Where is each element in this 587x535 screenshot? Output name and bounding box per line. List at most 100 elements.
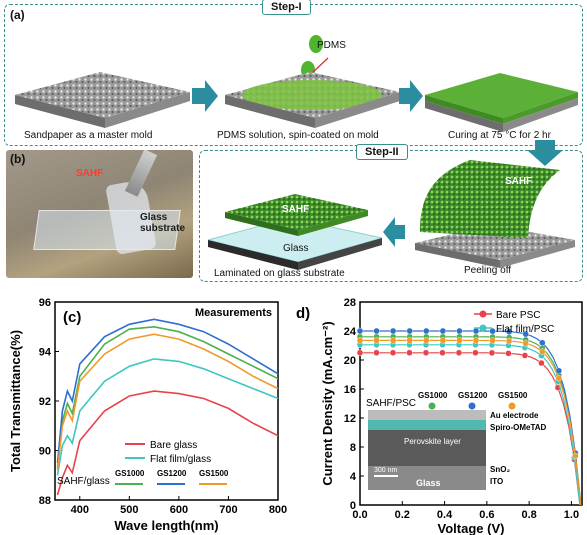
legend-marker	[479, 324, 487, 332]
series-line	[56, 358, 279, 476]
caption-spin: PDMS solution, spin-coated on mold	[217, 130, 379, 141]
series-point	[406, 349, 413, 356]
legend2-prefix: SAHF/glass	[57, 476, 110, 487]
peeling-illustration	[415, 160, 575, 268]
series-point	[356, 337, 364, 344]
series-point	[539, 348, 546, 355]
cured-mold	[425, 73, 578, 132]
series-point	[356, 327, 364, 335]
legend2-label: GS1200	[157, 469, 187, 478]
legend2-label: GS1500	[498, 391, 528, 400]
series-point	[455, 349, 463, 356]
series-point	[406, 327, 413, 335]
panel-b-label: (b)	[10, 152, 26, 166]
x-axis-label: Wave length(nm)	[114, 518, 218, 533]
series-point	[522, 330, 529, 338]
series-point	[389, 349, 397, 356]
arrow-left-icon	[383, 217, 405, 247]
step2-tag: Step-II	[356, 144, 408, 160]
inset-scale-label: 300 nm	[374, 467, 398, 474]
x-tick-label: 700	[219, 504, 237, 516]
series-point	[423, 337, 430, 344]
y-tick-label: 20	[344, 355, 356, 367]
y-tick-label: 8	[350, 442, 356, 454]
series-point	[356, 349, 364, 356]
inset-sno2-label: SnO₂	[490, 465, 510, 474]
sahf-label-laminated: SAHF	[282, 204, 310, 215]
legend2-label: GS1500	[199, 469, 229, 478]
inset-glass-label: Glass	[416, 478, 441, 488]
legend-marker	[479, 310, 487, 318]
series-point	[406, 337, 413, 344]
legend-label: Flat film/PSC	[496, 324, 554, 335]
panel-c-label: (c)	[63, 309, 81, 326]
x-tick-label: 0.8	[521, 509, 536, 521]
x-tick-label: 0.0	[352, 509, 367, 521]
y-tick-label: 28	[344, 297, 356, 309]
y-axis-label: Current Density (mA.cm⁻²)	[320, 321, 335, 485]
glass-label: Glass	[283, 243, 309, 254]
chart-title: Measurements	[195, 307, 272, 319]
caption-curing: Curing at 75 °C for 2 hr	[448, 130, 551, 141]
photo-glass-label: Glass substrate	[140, 212, 186, 234]
arrow-down-icon	[527, 140, 563, 166]
legend2-label: GS1200	[458, 391, 488, 400]
series-point	[422, 349, 430, 356]
series-point	[439, 349, 446, 356]
series-line	[56, 333, 279, 471]
sandpaper-mold	[15, 72, 190, 128]
y-tick-label: 4	[350, 471, 357, 483]
series-point	[522, 340, 529, 347]
series-point	[439, 327, 447, 335]
photo-sahf-on-glass	[6, 150, 193, 278]
inset-spiro-label: Spiro-OMeTAD	[490, 423, 547, 432]
pdms-drop-icon	[309, 35, 323, 53]
series-point	[439, 337, 447, 344]
transmittance-chart: 400 500 600 700 800 88 90 92 94 96 Wave length(nm)…	[8, 297, 287, 533]
series-point	[555, 374, 563, 382]
series-point	[472, 337, 480, 344]
legend2-marker	[428, 402, 436, 410]
legend2-label: GS1000	[115, 469, 145, 478]
series-line	[56, 318, 279, 463]
step2-panel	[199, 150, 583, 282]
y-tick-label: 94	[39, 347, 52, 359]
x-tick-label: 1.0	[564, 509, 579, 521]
step1-tag: Step-I	[262, 0, 311, 15]
x-tick-label: 600	[170, 504, 188, 516]
series-point	[505, 328, 513, 335]
x-tick-label: 0.2	[395, 509, 410, 521]
jv-chart: 0.0 0.2 0.4 0.6 0.8 1.0 0 4 8 12 16 20 24 28 Voltage (…	[296, 297, 583, 535]
series-point	[373, 349, 380, 356]
y-tick-label: 0	[350, 500, 356, 512]
series-point	[373, 337, 380, 344]
x-tick-label: 400	[71, 504, 89, 516]
sem-au-layer	[368, 410, 486, 420]
series-point	[489, 327, 496, 335]
x-tick-label: 500	[120, 504, 138, 516]
series-point	[538, 359, 545, 367]
series-point	[456, 327, 463, 335]
arrow-right-icon	[399, 80, 423, 112]
x-tick-label: 800	[269, 504, 287, 516]
series-point	[488, 349, 496, 357]
plot-frame	[359, 301, 583, 506]
y-tick-label: 92	[39, 396, 51, 408]
y-tick-label: 16	[344, 384, 356, 396]
series-point	[472, 349, 479, 356]
series-point	[539, 339, 546, 346]
legend-label: Flat film/glass	[150, 454, 211, 465]
panel-d-label: d)	[296, 305, 310, 322]
spin-coated-mold	[225, 72, 400, 128]
x-axis-label: Voltage (V)	[438, 521, 505, 535]
schematic-svg	[15, 35, 578, 270]
legend-label: Bare glass	[150, 440, 197, 451]
panel-a-label: (a)	[10, 8, 25, 22]
series-point	[456, 337, 463, 344]
legend2-marker	[468, 402, 476, 410]
legend2-label: GS1000	[418, 391, 448, 400]
inset-ito-label: ITO	[490, 477, 503, 486]
series-point	[373, 327, 380, 335]
caption-peel: Peeling off	[464, 265, 512, 276]
series-point	[489, 337, 496, 344]
